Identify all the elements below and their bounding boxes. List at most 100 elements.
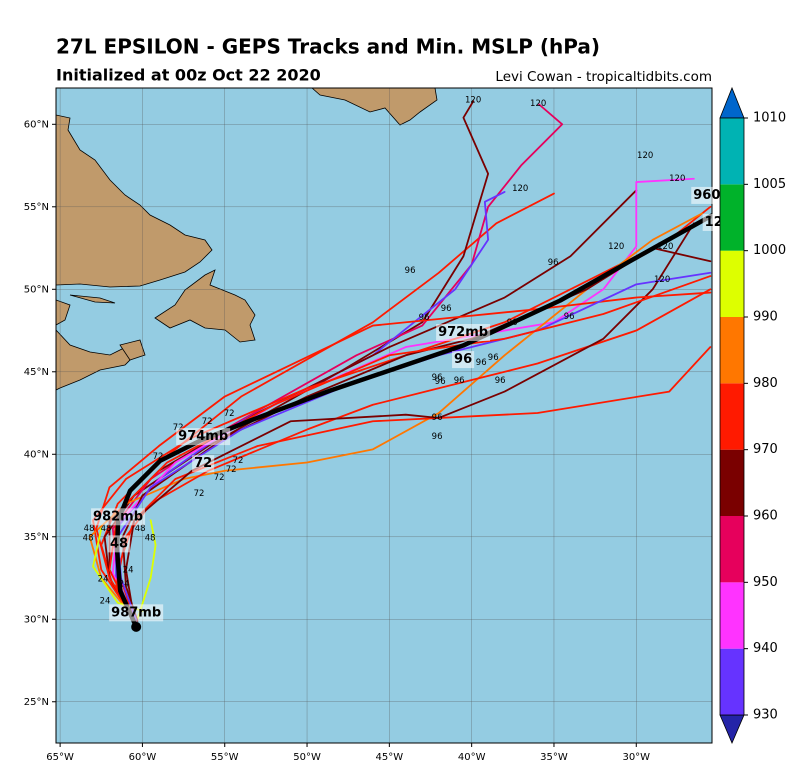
colorbar-tick-label: 1005	[753, 177, 786, 192]
hour-label-small: 24	[100, 596, 111, 606]
colorbar-tick-label: 1010	[753, 111, 786, 126]
label-box	[452, 351, 475, 369]
label-box	[176, 428, 231, 446]
hour-label-small: 48	[84, 524, 95, 534]
colorbar-block	[720, 250, 744, 317]
ensemble-track	[95, 291, 712, 621]
hour-label-small: 120	[530, 99, 546, 109]
y-tick-label: 50°N	[24, 284, 49, 295]
x-tick-label: 55°W	[211, 752, 239, 763]
y-tick-label: 25°N	[24, 697, 49, 708]
hour-label-small: 120	[637, 151, 653, 161]
colorbar-block	[720, 317, 744, 384]
hour-label-small: 48	[135, 524, 146, 534]
colorbar-tick-label: 960	[753, 509, 778, 524]
hour-label: 72	[194, 456, 212, 471]
colorbar-block	[720, 383, 744, 450]
y-tick-label: 35°N	[24, 532, 49, 543]
colorbar-block	[720, 184, 744, 251]
hour-label-small: 96	[564, 312, 575, 322]
hour-label: 96	[454, 352, 472, 367]
label-box	[108, 535, 131, 553]
x-tick-label: 65°W	[46, 752, 74, 763]
colorbar-block	[720, 582, 744, 649]
hour-label-small: 120	[657, 242, 673, 252]
map-frame	[55, 87, 713, 744]
y-tick-label: 45°N	[24, 367, 49, 378]
hour-label-small: 72	[214, 473, 225, 483]
initial-position	[131, 621, 142, 632]
label-box	[91, 508, 146, 526]
colorbar-tick-label: 980	[753, 376, 778, 391]
colorbar-tick-label: 950	[753, 575, 778, 590]
colorbar-tick-label: 940	[753, 641, 778, 656]
colorbar-block	[720, 118, 744, 185]
hour-label-small: 48	[145, 533, 156, 543]
y-tick-label: 55°N	[24, 202, 49, 213]
chart-subtitle: Initialized at 00z Oct 22 2020	[56, 66, 321, 85]
colorbar-under	[719, 714, 745, 745]
credit: Levi Cowan - tropicaltidbits.com	[495, 69, 712, 85]
hour-label-small: 96	[405, 266, 416, 276]
x-tick-label: 40°W	[458, 752, 486, 763]
hour-label-small: 96	[432, 373, 443, 383]
hour-label-small: 72	[202, 417, 213, 427]
x-tick-label: 50°W	[293, 752, 321, 763]
hour-label-small: 96	[432, 432, 443, 442]
y-tick-label: 40°N	[24, 449, 49, 460]
hour-label-small: 96	[454, 376, 465, 386]
pressure-label: 972mb	[438, 325, 488, 340]
label-box	[109, 604, 164, 622]
land	[56, 88, 438, 391]
colorbar-tick-label: 970	[753, 442, 778, 457]
pressure-label: 987mb	[111, 605, 161, 620]
y-tick-label: 30°N	[24, 614, 49, 625]
hour-label-small: 96	[432, 413, 443, 423]
hour-label-small: 24	[123, 565, 134, 575]
hour-label-small: 24	[119, 579, 130, 589]
label-box	[192, 455, 215, 473]
hour-label-small: 96	[488, 353, 499, 363]
hour-label-small: 72	[226, 465, 237, 475]
hour-label-small: 120	[669, 174, 685, 184]
label-box	[436, 324, 491, 342]
colorbar-tick-label: 990	[753, 310, 778, 325]
hour-label-small: 120	[654, 275, 670, 285]
colorbar-frame	[719, 117, 745, 716]
colorbar-over	[719, 86, 745, 119]
hour-label-small: 96	[419, 313, 430, 323]
x-tick-label: 30°W	[622, 752, 650, 763]
hour-label-small: 48	[83, 533, 94, 543]
ensemble-track	[125, 222, 695, 621]
pressure-label: 982mb	[93, 509, 143, 524]
colorbar-block	[720, 449, 744, 516]
hour-label-small: 72	[233, 456, 244, 466]
y-tick-label: 60°N	[24, 119, 49, 130]
hour-label-small: 96	[435, 377, 446, 387]
hour-label-small: 72	[224, 409, 235, 419]
hour-label-small: 120	[608, 242, 624, 252]
hour-label-small: 120	[465, 96, 481, 106]
x-tick-label: 35°W	[540, 752, 568, 763]
pressure-label: 974mb	[178, 429, 228, 444]
hour-label-small: 96	[441, 304, 452, 314]
colorbar-block	[720, 648, 744, 715]
hour-label-small: 72	[153, 452, 164, 462]
colorbar-tick-label: 1000	[753, 243, 786, 258]
hour-label-small: 96	[548, 258, 559, 268]
hour-label-small: 96	[495, 376, 506, 386]
hour-label: 48	[110, 536, 128, 551]
colorbar-block	[720, 516, 744, 583]
hour-label-small: 72	[194, 489, 205, 499]
hour-label-small: 96	[507, 318, 518, 328]
hour-label-small: 120	[512, 184, 528, 194]
chart-title: 27L EPSILON - GEPS Tracks and Min. MSLP …	[56, 35, 600, 59]
colorbar-tick-label: 930	[753, 708, 778, 723]
hour-label-small: 24	[98, 574, 109, 584]
x-tick-label: 60°W	[129, 752, 157, 763]
x-tick-label: 45°W	[376, 752, 404, 763]
hour-label-small: 48	[101, 524, 112, 534]
hour-label-small: 96	[476, 358, 487, 368]
ensemble-track	[136, 519, 157, 621]
